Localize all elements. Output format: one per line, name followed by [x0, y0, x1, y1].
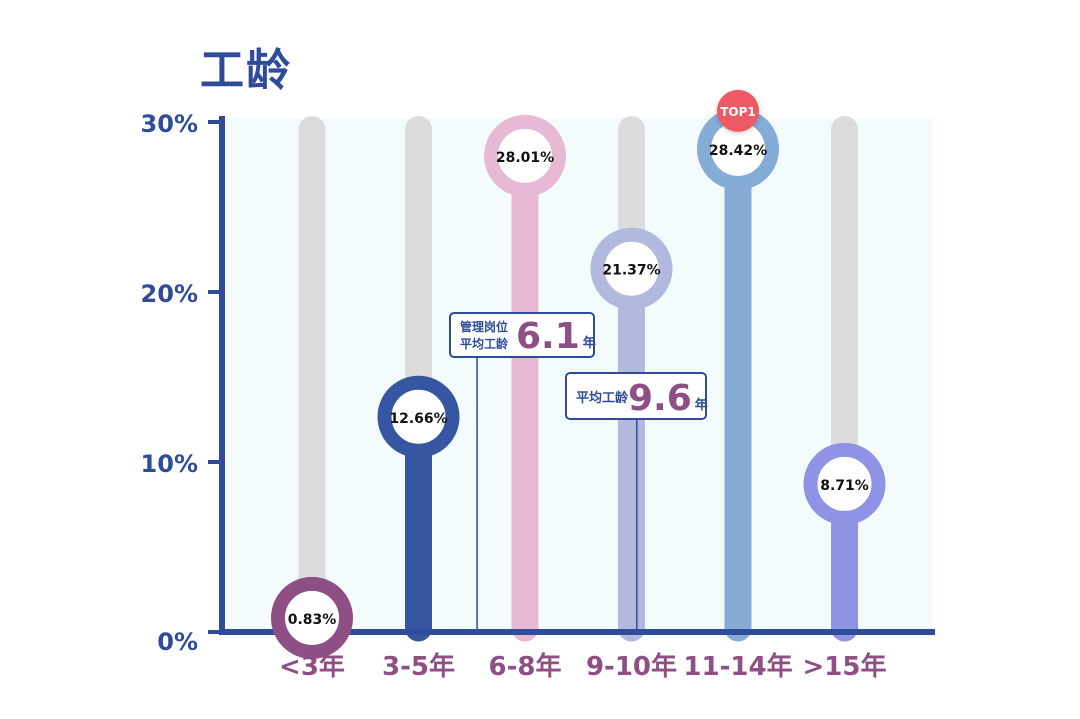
callout-unit: 年 — [583, 335, 596, 351]
callout-unit: 年 — [695, 397, 708, 413]
top-badge-label: TOP1 — [720, 105, 756, 119]
callout-label: 平均工龄 — [460, 336, 509, 351]
callout-label: 平均工龄 — [576, 390, 629, 406]
x-tick-label: 11-14年 — [683, 651, 792, 682]
data-label: 21.37% — [602, 263, 660, 279]
bar-head — [271, 576, 353, 659]
callout-value: 6.1 — [516, 316, 580, 357]
callout-label: 管理岗位 — [460, 319, 508, 334]
bar-head — [590, 227, 673, 310]
x-tick-label: 3-5年 — [382, 651, 455, 682]
x-tick-label: 6-8年 — [489, 651, 562, 682]
data-label: 12.66% — [389, 411, 447, 427]
y-tick-label: 20% — [141, 280, 198, 308]
callout-value: 9.6 — [628, 378, 692, 419]
bar-head — [803, 442, 886, 525]
x-tick-label: 9-10年 — [586, 651, 677, 682]
average-callout-box — [565, 372, 707, 420]
data-label: 8.71% — [820, 478, 869, 494]
x-tick-label: >15年 — [803, 651, 887, 682]
bar-head — [484, 114, 566, 197]
data-label: 0.83% — [288, 612, 337, 628]
bar-head — [377, 375, 460, 458]
y-tick-label: 0% — [157, 628, 198, 656]
average-callout-box — [449, 312, 595, 358]
data-label: 28.42% — [709, 143, 767, 159]
data-label: 28.01% — [496, 150, 554, 166]
chart-title: 工龄 — [200, 45, 292, 96]
top-badge — [717, 89, 759, 132]
y-tick-label: 10% — [141, 450, 198, 478]
y-tick-label: 30% — [141, 110, 198, 138]
